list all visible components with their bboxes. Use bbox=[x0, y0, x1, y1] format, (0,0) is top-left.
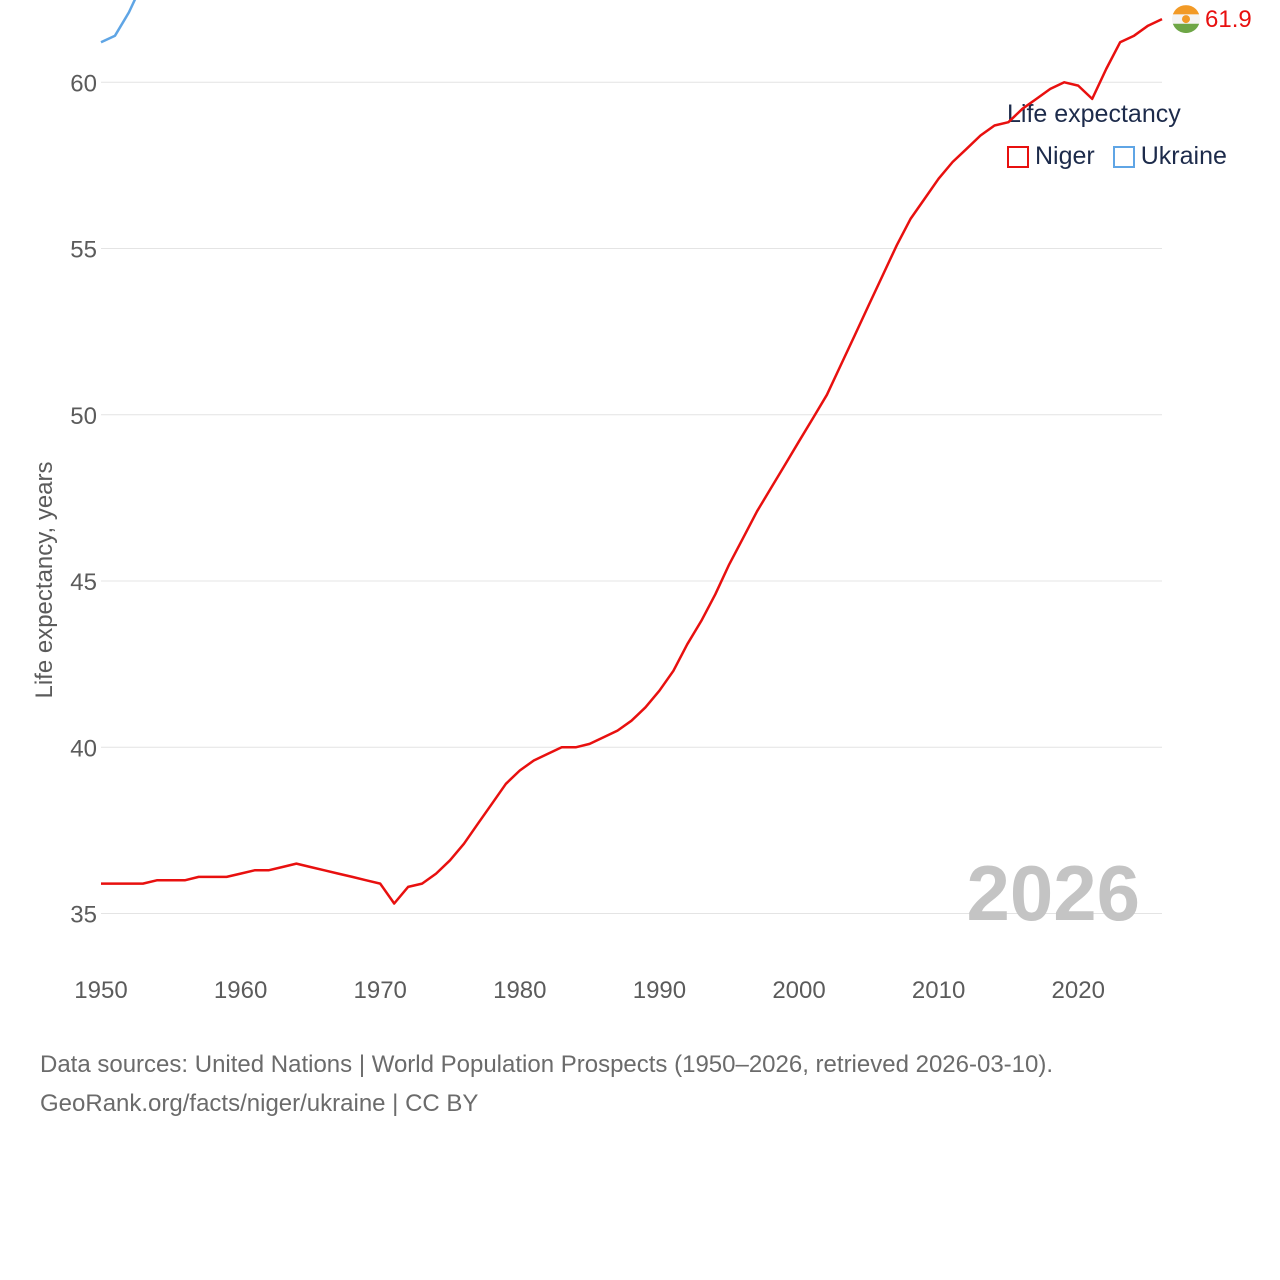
legend-label-ukraine: Ukraine bbox=[1140, 142, 1227, 170]
legend-title: Life expectancy bbox=[1007, 100, 1181, 128]
source-link[interactable]: GeoRank.org/facts/niger/ukraine | CC BY bbox=[40, 1090, 479, 1117]
legend-item-ukraine[interactable]: Ukraine bbox=[1112, 142, 1227, 171]
end-value-label-niger: 61.9 bbox=[1205, 6, 1252, 33]
y-tick-label-35: 35 bbox=[70, 902, 97, 929]
y-tick-label-60: 60 bbox=[70, 70, 97, 97]
x-tick-label-2000: 2000 bbox=[772, 977, 825, 1004]
x-tick-label-1970: 1970 bbox=[354, 977, 407, 1004]
legend-swatch-ukraine bbox=[1112, 145, 1135, 168]
niger-flag-icon bbox=[1172, 5, 1200, 34]
y-tick-label-40: 40 bbox=[70, 735, 97, 762]
x-tick-label-1960: 1960 bbox=[214, 977, 267, 1004]
series-line-niger bbox=[101, 17, 1163, 905]
series-lines bbox=[100, 0, 1163, 905]
legend: Niger Ukraine bbox=[1007, 142, 1227, 171]
y-tick-label-50: 50 bbox=[70, 403, 97, 430]
legend-swatch-niger bbox=[1007, 145, 1029, 168]
series-line-ukraine bbox=[100, 0, 137, 44]
x-tick-label-2020: 2020 bbox=[1052, 977, 1105, 1004]
x-tick-label-1990: 1990 bbox=[633, 977, 686, 1004]
legend-label-niger: Niger bbox=[1035, 142, 1095, 170]
y-tick-label-45: 45 bbox=[70, 569, 97, 596]
grid bbox=[101, 81, 1162, 914]
x-axis-ticks: 1950 1960 1970 1980 1990 2000 2010 2020 bbox=[74, 977, 1105, 1004]
series-end-markers: 61.975 bbox=[1172, 5, 1252, 34]
current-year-watermark: 2026 bbox=[966, 849, 1140, 937]
x-tick-label-1950: 1950 bbox=[74, 977, 127, 1004]
x-tick-label-2010: 2010 bbox=[912, 977, 965, 1004]
y-axis-label: Life expectancy, years bbox=[31, 461, 58, 698]
x-tick-label-1980: 1980 bbox=[493, 977, 546, 1004]
y-tick-label-55: 55 bbox=[70, 237, 97, 264]
y-axis-ticks: 354045505560657075 bbox=[70, 70, 97, 929]
life-expectancy-chart: 354045505560657075 195019601970198019902… bbox=[31, 0, 1252, 1004]
source-note: Data sources: United Nations | World Pop… bbox=[40, 1045, 1053, 1123]
source-line-1: Data sources: United Nations | World Pop… bbox=[40, 1051, 1054, 1078]
legend-item-niger[interactable]: Niger bbox=[1007, 142, 1095, 171]
